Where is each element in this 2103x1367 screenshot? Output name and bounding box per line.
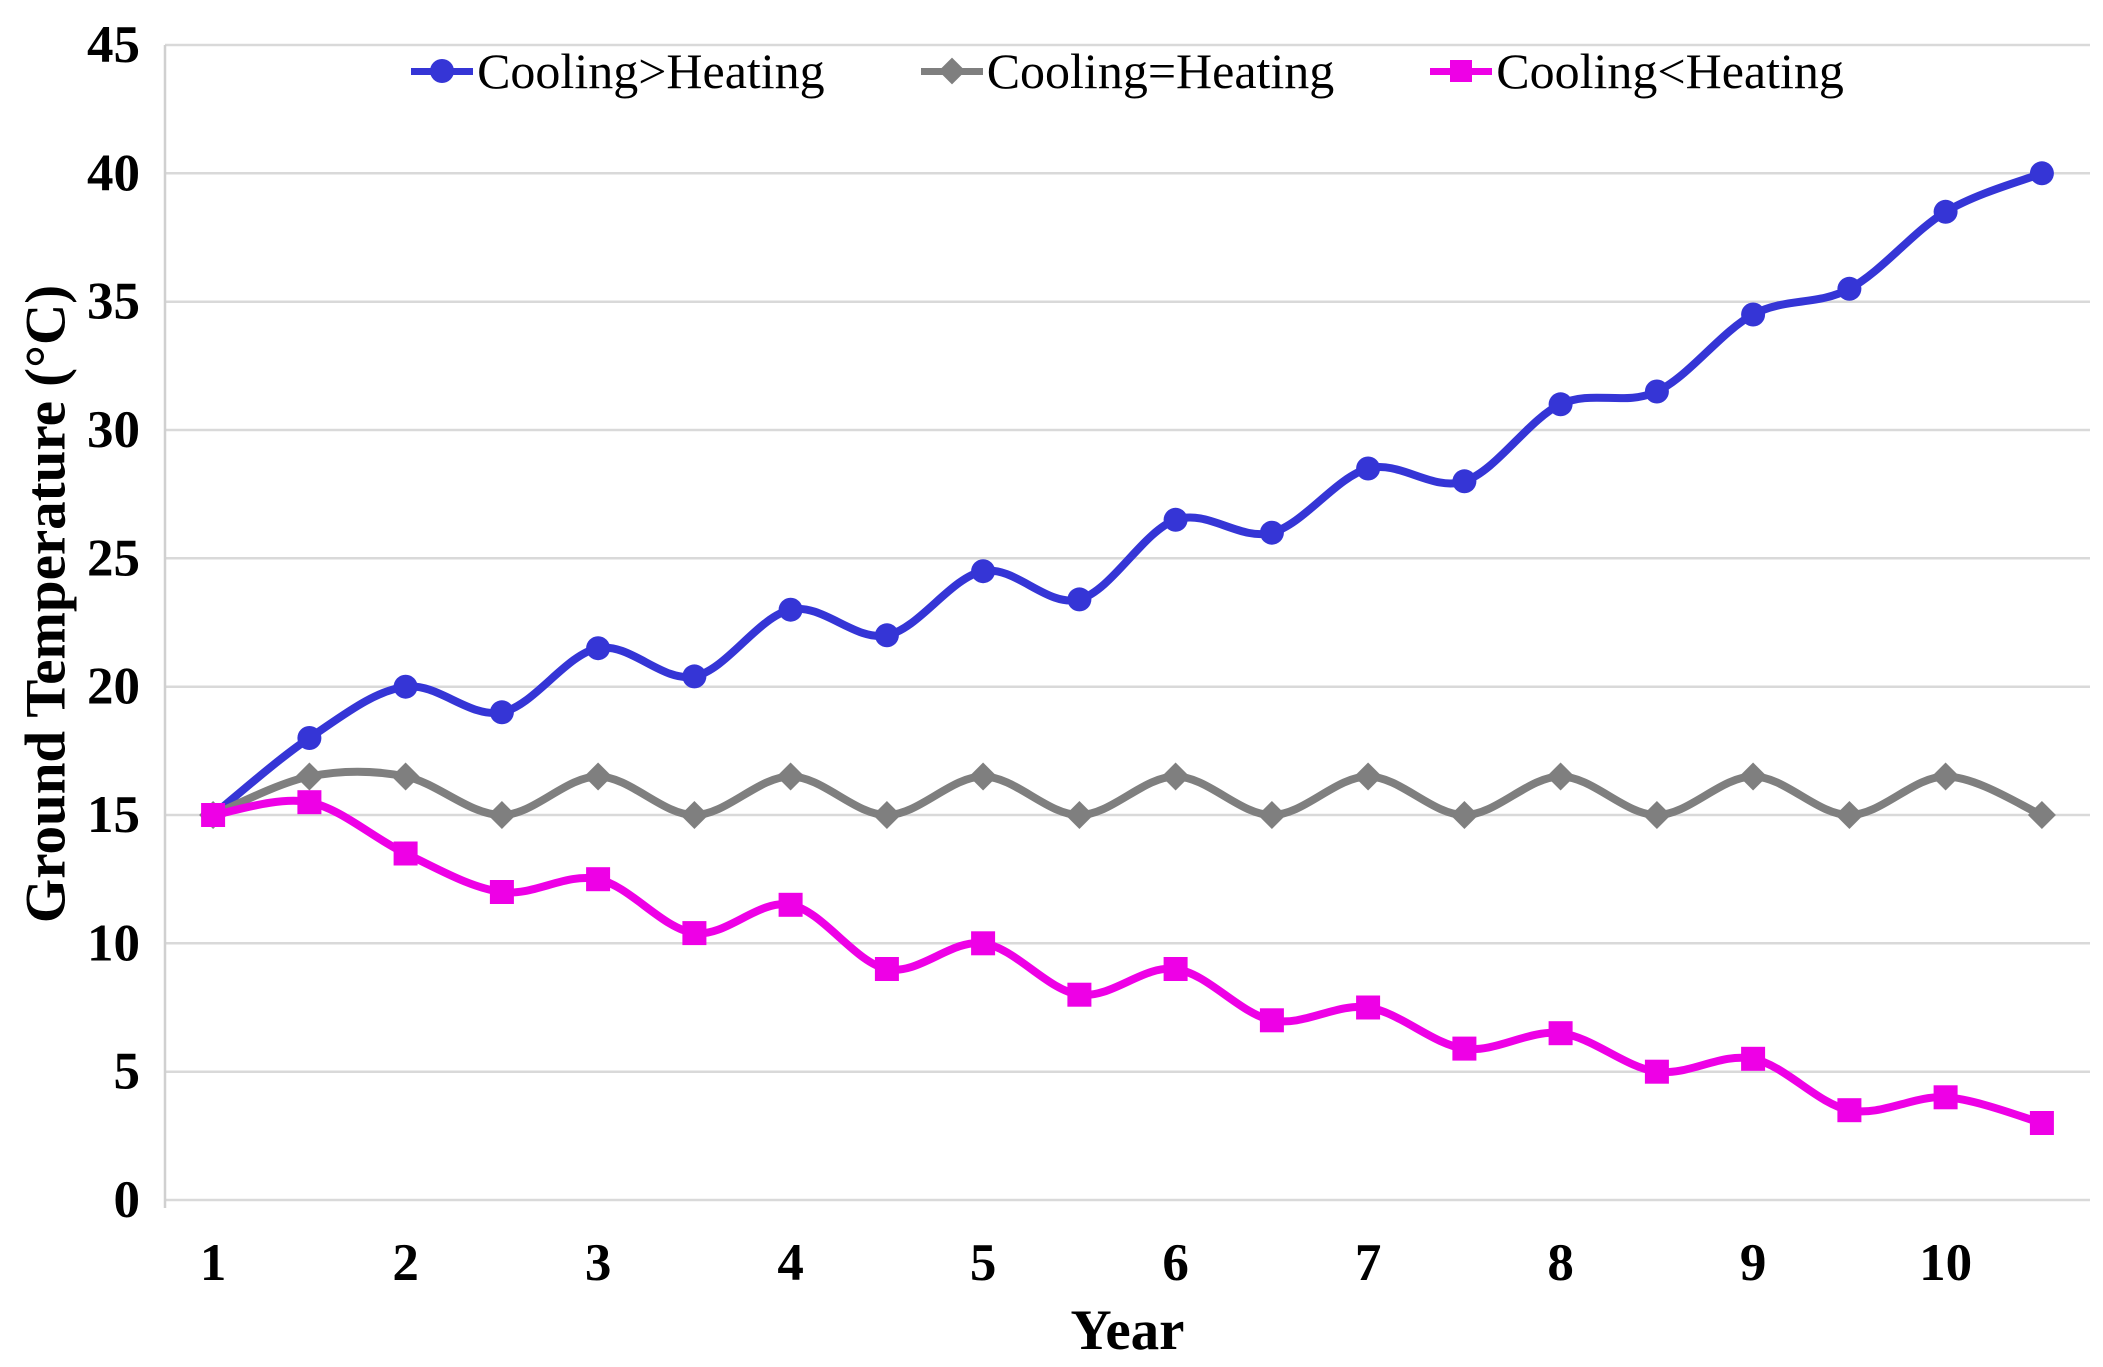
data-point-square-icon — [489, 880, 514, 904]
x-tick-label: 4 — [777, 1234, 804, 1292]
legend: Cooling>Heating Cooling=Heating Cooling<He… — [165, 38, 2090, 104]
data-point-diamond-icon — [969, 762, 998, 791]
y-tick-label: 35 — [87, 273, 140, 331]
series-line-cooling-gt-heating — [209, 169, 2046, 819]
y-tick-label: 5 — [114, 1043, 141, 1101]
data-point-square-icon — [1452, 1036, 1477, 1061]
data-point-square-icon — [971, 931, 996, 956]
x-tick-label: 6 — [1162, 1234, 1189, 1292]
y-tick-label: 0 — [114, 1171, 141, 1229]
data-point-diamond-icon — [1065, 801, 1094, 829]
data-point-square-icon — [682, 921, 707, 946]
data-point-circle-icon — [489, 700, 514, 725]
data-point-diamond-icon — [1161, 762, 1190, 791]
data-point-square-icon — [1067, 982, 1092, 1007]
data-point-circle-icon — [682, 664, 707, 689]
data-point-circle-icon — [2029, 161, 2054, 186]
data-point-diamond-icon — [1257, 801, 1286, 829]
data-point-square-icon — [1356, 995, 1381, 1020]
data-point-diamond-icon — [680, 801, 709, 829]
x-tick-label: 3 — [585, 1234, 612, 1292]
data-point-diamond-icon — [487, 801, 516, 829]
data-point-diamond-icon — [584, 762, 613, 791]
data-point-circle-icon — [1452, 469, 1477, 494]
data-point-square-icon — [1548, 1021, 1573, 1046]
data-point-circle-icon — [1067, 587, 1092, 612]
data-point-diamond-icon — [1354, 762, 1383, 791]
data-point-diamond-icon — [1450, 801, 1479, 829]
data-point-square-icon — [1644, 1059, 1669, 1084]
data-point-square-icon — [1163, 957, 1188, 981]
data-point-circle-icon — [297, 726, 322, 750]
legend-label: Cooling>Heating — [477, 43, 825, 99]
data-point-diamond-icon — [391, 762, 420, 791]
data-point-circle-icon — [393, 674, 418, 699]
y-axis-title: Ground Temperature (°C) — [14, 284, 78, 924]
data-point-square-icon — [586, 867, 611, 892]
data-point-circle-icon — [1548, 392, 1573, 417]
data-point-circle-icon — [1259, 520, 1284, 545]
legend-marker-diamond-icon — [920, 56, 983, 86]
legend-item-cooling-gt-heating: Cooling>Heating — [411, 46, 825, 96]
data-point-square-icon — [778, 892, 803, 917]
data-point-circle-icon — [586, 636, 611, 661]
data-point-square-icon — [1259, 1008, 1284, 1033]
y-tick-label: 15 — [87, 786, 140, 844]
legend-marker-circle-icon — [411, 56, 474, 86]
data-point-circle-icon — [874, 623, 899, 648]
legend-item-cooling-lt-heating: Cooling<Heating — [1430, 46, 1844, 96]
x-tick-label: 1 — [200, 1234, 227, 1292]
data-point-diamond-icon — [1835, 801, 1864, 829]
series-line-cooling-eq-heating — [209, 767, 2046, 819]
data-point-circle-icon — [1837, 276, 1862, 301]
legend-item-cooling-eq-heating: Cooling=Heating — [920, 43, 1335, 99]
data-point-diamond-icon — [1739, 762, 1768, 791]
series-line-cooling-lt-heating — [209, 796, 2046, 1127]
data-point-circle-icon — [778, 597, 803, 622]
data-point-circle-icon — [1356, 456, 1381, 481]
data-point-circle-icon — [1741, 302, 1766, 327]
data-point-circle-icon — [1933, 199, 1958, 224]
y-tick-label: 10 — [87, 914, 140, 972]
y-tick-label: 25 — [87, 529, 140, 587]
legend-label: Cooling=Heating — [986, 43, 1335, 99]
x-axis-title: Year — [1070, 1299, 1185, 1362]
data-point-diamond-icon — [2027, 801, 2056, 829]
x-tick-label: 10 — [1919, 1234, 1972, 1292]
x-tick-label: 7 — [1355, 1234, 1382, 1292]
data-point-circle-icon — [1163, 507, 1188, 532]
data-point-square-icon — [2029, 1111, 2054, 1135]
y-tick-label: 30 — [87, 401, 140, 459]
legend-label: Cooling<Heating — [1496, 43, 1844, 99]
data-point-square-icon — [1933, 1085, 1958, 1110]
y-tick-label: 45 — [87, 16, 140, 74]
data-point-diamond-icon — [1931, 762, 1960, 791]
y-tick-label: 20 — [87, 658, 140, 716]
data-point-diamond-icon — [295, 762, 324, 791]
y-tick-label: 40 — [87, 144, 140, 202]
data-point-diamond-icon — [872, 801, 901, 829]
data-point-diamond-icon — [1546, 762, 1575, 791]
data-point-diamond-icon — [1642, 801, 1671, 829]
x-tick-label: 2 — [392, 1234, 419, 1292]
data-point-square-icon — [1837, 1098, 1862, 1123]
data-point-square-icon — [201, 803, 226, 827]
x-tick-label: 8 — [1547, 1234, 1574, 1292]
data-point-square-icon — [393, 841, 418, 866]
x-tick-label: 9 — [1740, 1234, 1767, 1292]
data-point-circle-icon — [1644, 379, 1669, 404]
data-point-diamond-icon — [776, 762, 805, 791]
data-point-square-icon — [1741, 1046, 1766, 1071]
data-point-square-icon — [874, 957, 899, 981]
data-point-square-icon — [297, 790, 322, 815]
legend-marker-square-icon — [1430, 56, 1493, 86]
data-point-circle-icon — [971, 559, 996, 584]
x-tick-label: 5 — [970, 1234, 997, 1292]
